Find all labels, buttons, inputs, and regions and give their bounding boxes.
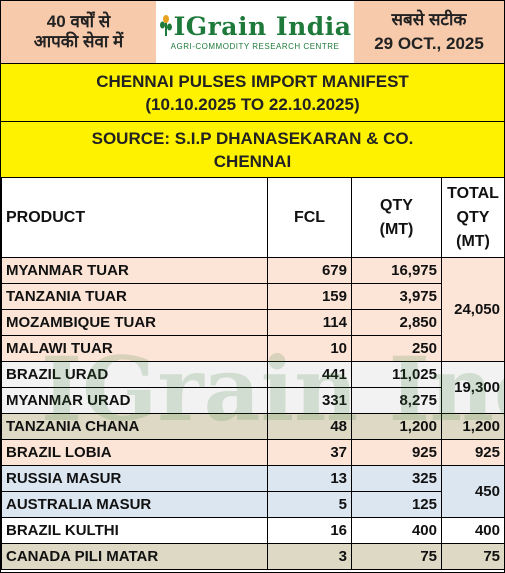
col-header-product: PRODUCT — [1, 177, 268, 258]
service-tagline: 40 वर्षों से आपकी सेवा में — [1, 1, 156, 63]
total-kulthi-cell: 400 — [441, 517, 504, 544]
col-header-qty-line1: QTY — [380, 196, 413, 214]
table-row: MYANMAR URAD 331 8,275 — [1, 387, 504, 414]
col-header-total-line2: QTY — [456, 208, 490, 226]
table-row: MOZAMBIQUE TUAR 114 2,850 — [1, 309, 504, 336]
product-cell: CANADA PILI MATAR — [1, 543, 268, 570]
col-header-qty-line2: (MT) — [379, 220, 414, 238]
qty-cell: 400 — [351, 517, 442, 544]
service-tagline-line2: आपकी सेवा में — [33, 32, 124, 51]
product-cell: TANZANIA TUAR — [1, 283, 268, 310]
fcl-cell: 3 — [267, 543, 352, 570]
table-row: TANZANIA CHANA 48 1,200 1,200 — [1, 413, 504, 440]
product-cell: BRAZIL URAD — [1, 361, 268, 388]
total-lobia-cell: 925 — [441, 439, 504, 466]
date-block: सबसे सटीक 29 OCT., 2025 — [354, 1, 504, 63]
fcl-cell: 13 — [267, 465, 352, 492]
fcl-cell: 10 — [267, 335, 352, 362]
table-row: RUSSIA MASUR 13 325 450 — [1, 465, 504, 518]
qty-cell: 125 — [351, 491, 442, 518]
qty-cell: 925 — [351, 439, 442, 466]
fcl-cell: 48 — [267, 413, 352, 440]
table-header-row: PRODUCT FCL QTY (MT) TOTAL QTY (MT) — [1, 177, 504, 258]
qty-cell: 8,275 — [351, 387, 442, 414]
table-row: AUSTRALIA MASUR 5 125 — [1, 491, 504, 518]
total-masur-cell: 450 — [441, 465, 504, 518]
table-row: CANADA PILI MATAR 3 75 75 — [1, 543, 504, 570]
source-line1: SOURCE: S.I.P DHANASEKARAN & CO. — [91, 128, 414, 148]
table-row: MYANMAR TUAR 679 16,975 24,050 — [1, 257, 504, 362]
table-row: BRAZIL KULTHI 16 400 400 — [1, 517, 504, 544]
table-row: MALAWI TUAR 10 250 — [1, 335, 504, 362]
product-cell: MALAWI TUAR — [1, 335, 268, 362]
table-row: BRAZIL URAD 441 11,025 19,300 — [1, 361, 504, 414]
total-pili-matar-cell: 75 — [441, 543, 504, 570]
fcl-cell: 114 — [267, 309, 352, 336]
qty-cell: 75 — [351, 543, 442, 570]
qty-cell: 325 — [351, 465, 442, 492]
product-cell: MYANMAR TUAR — [1, 257, 268, 284]
qty-cell: 250 — [351, 335, 442, 362]
table-row: TANZANIA TUAR 159 3,975 — [1, 283, 504, 310]
qty-cell: 11,025 — [351, 361, 442, 388]
fcl-cell: 679 — [267, 257, 352, 284]
wheat-leaf-icon — [159, 15, 172, 36]
product-cell: RUSSIA MASUR — [1, 465, 268, 492]
product-cell: TANZANIA CHANA — [1, 413, 268, 440]
fcl-cell: 159 — [267, 283, 352, 310]
total-urad-cell: 19,300 — [441, 361, 504, 414]
fcl-cell: 37 — [267, 439, 352, 466]
product-cell: MOZAMBIQUE TUAR — [1, 309, 268, 336]
col-header-qty: QTY (MT) — [351, 177, 442, 258]
product-cell: BRAZIL LOBIA — [1, 439, 268, 466]
logo-text: IGrain India — [173, 12, 352, 41]
report-period: (10.10.2025 TO 22.10.2025) — [145, 94, 360, 114]
qty-cell: 3,975 — [351, 283, 442, 310]
fcl-cell: 5 — [267, 491, 352, 518]
col-header-total: TOTAL QTY (MT) — [441, 177, 504, 258]
igrain-logo: IGrain India AGRI-COMMODITY RESEARCH CEN… — [156, 1, 354, 63]
source-line2: CHENNAI — [213, 151, 292, 171]
qty-cell: 1,200 — [351, 413, 442, 440]
report-title: CHENNAI PULSES IMPORT MANIFEST (10.10.20… — [1, 63, 504, 121]
report-date: 29 OCT., 2025 — [374, 34, 484, 53]
table-row: BRAZIL LOBIA 37 925 925 — [1, 439, 504, 466]
source-banner: SOURCE: S.I.P DHANASEKARAN & CO. CHENNAI — [1, 121, 504, 177]
service-tagline-line1: 40 वर्षों से — [46, 12, 111, 31]
fcl-cell: 331 — [267, 387, 352, 414]
fcl-cell: 16 — [267, 517, 352, 544]
fcl-cell: 441 — [267, 361, 352, 388]
total-tuar-cell: 24,050 — [441, 257, 504, 362]
logo-tagline: AGRI-COMMODITY RESEARCH CENTRE — [170, 42, 340, 51]
qty-cell: 2,850 — [351, 309, 442, 336]
accuracy-tagline: सबसे सटीक — [391, 10, 467, 29]
col-header-total-line1: TOTAL — [447, 184, 499, 202]
report-title-line1: CHENNAI PULSES IMPORT MANIFEST — [96, 71, 409, 91]
col-header-fcl: FCL — [267, 177, 352, 258]
header-bar: 40 वर्षों से आपकी सेवा में IGrain India … — [1, 1, 504, 63]
product-cell: AUSTRALIA MASUR — [1, 491, 268, 518]
qty-cell: 16,975 — [351, 257, 442, 284]
col-header-total-line3: (MT) — [456, 232, 490, 250]
total-chana-cell: 1,200 — [441, 413, 504, 440]
product-cell: MYANMAR URAD — [1, 387, 268, 414]
product-cell: BRAZIL KULTHI — [1, 517, 268, 544]
import-manifest-table: PRODUCT FCL QTY (MT) TOTAL QTY (MT) MYAN… — [1, 177, 504, 570]
